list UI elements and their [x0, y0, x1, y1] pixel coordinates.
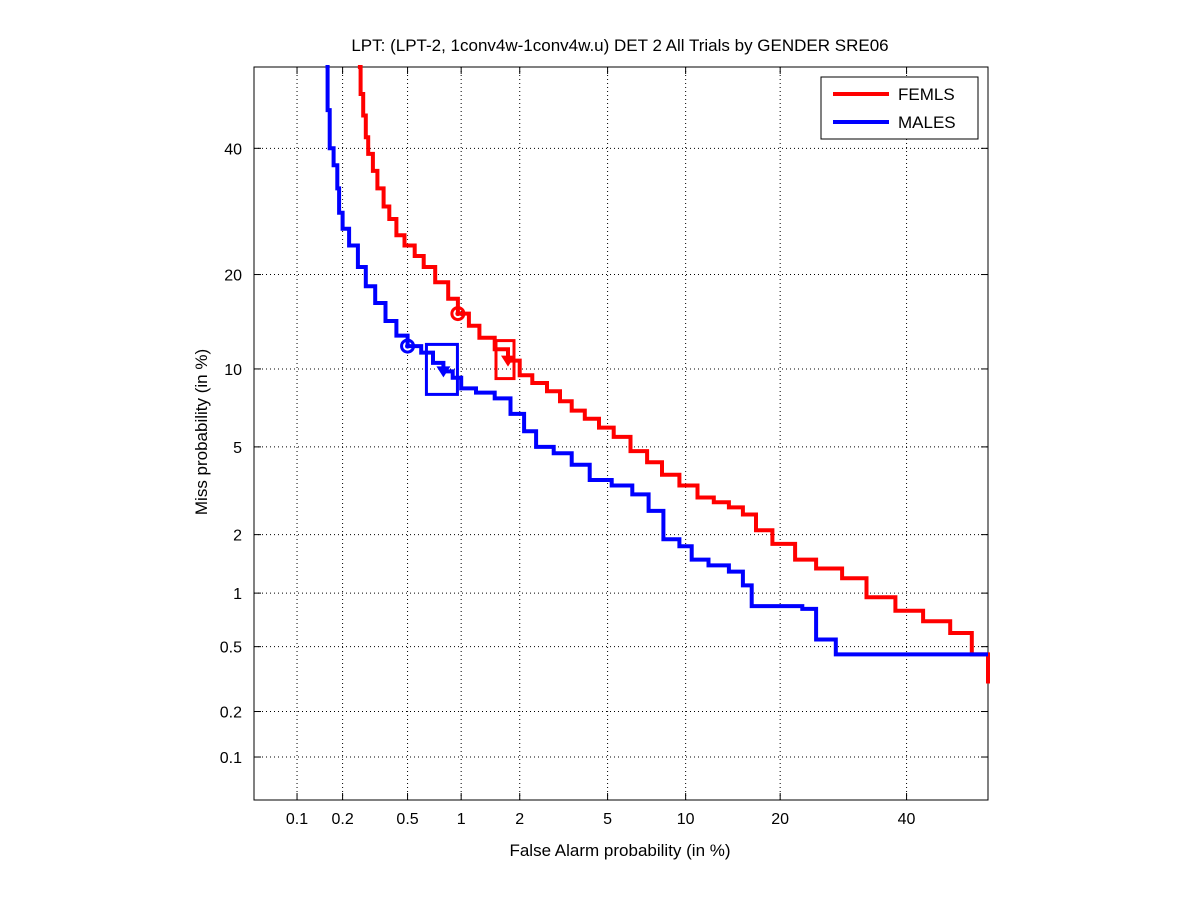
x-tick-label: 5	[603, 811, 612, 828]
min-dcf-marker-femls	[450, 306, 466, 322]
y-tick-label: 0.2	[220, 705, 242, 722]
y-tick-label: 5	[233, 440, 242, 457]
y-tick-label: 40	[224, 141, 242, 158]
legend: FEMLS MALES	[820, 76, 979, 140]
x-tick-label: 0.1	[286, 811, 308, 828]
y-tick-label: 0.1	[220, 750, 242, 767]
x-tick-label: 0.2	[331, 811, 353, 828]
min-dcf-marker-males	[400, 338, 416, 354]
series-layer	[325, 65, 990, 684]
confidence-box-males	[424, 342, 459, 396]
min-dcf-marker-center-males	[405, 343, 411, 349]
plot-frame	[253, 66, 989, 801]
confidence-box-femls	[494, 339, 516, 381]
x-axis-label: False Alarm probability (in %)	[509, 841, 730, 860]
y-axis-label: Miss probability (in %)	[192, 349, 211, 515]
act-dcf-marker-males	[436, 366, 451, 378]
y-tick-label: 1	[233, 586, 242, 603]
legend-box	[820, 76, 979, 140]
y-tick-label: 0.5	[220, 640, 242, 657]
grid-layer	[254, 67, 988, 800]
legend-label-males: MALES	[898, 113, 956, 132]
series-line-femls	[357, 65, 990, 684]
y-tick-label: 2	[233, 528, 242, 545]
x-tick-label: 0.5	[396, 811, 418, 828]
x-tick-label: 40	[898, 811, 916, 828]
x-tick-label: 2	[515, 811, 524, 828]
series-line-males	[325, 65, 988, 657]
x-tick-label: 10	[677, 811, 695, 828]
legend-label-femls: FEMLS	[898, 85, 955, 104]
act-dcf-marker-femls	[500, 355, 515, 367]
y-tick-label: 20	[224, 268, 242, 285]
y-tick-label: 10	[224, 362, 242, 379]
x-tick-label: 20	[771, 811, 789, 828]
chart-title: LPT: (LPT-2, 1conv4w-1conv4w.u) DET 2 Al…	[351, 36, 888, 55]
ticks-layer: 0.1 0.2 0.5 1 2 5 10 20 40 0.1 0.2 0.5 1 2 5 10 20 40	[220, 67, 988, 828]
x-tick-label: 1	[457, 811, 466, 828]
min-dcf-marker-center-femls	[455, 311, 461, 317]
